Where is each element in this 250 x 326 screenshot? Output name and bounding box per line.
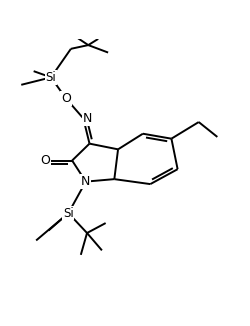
Text: Si: Si bbox=[46, 71, 56, 84]
Text: O: O bbox=[61, 92, 70, 105]
Text: N: N bbox=[81, 175, 90, 188]
Text: Si: Si bbox=[63, 207, 74, 220]
Text: N: N bbox=[82, 112, 91, 125]
Text: O: O bbox=[40, 154, 50, 167]
